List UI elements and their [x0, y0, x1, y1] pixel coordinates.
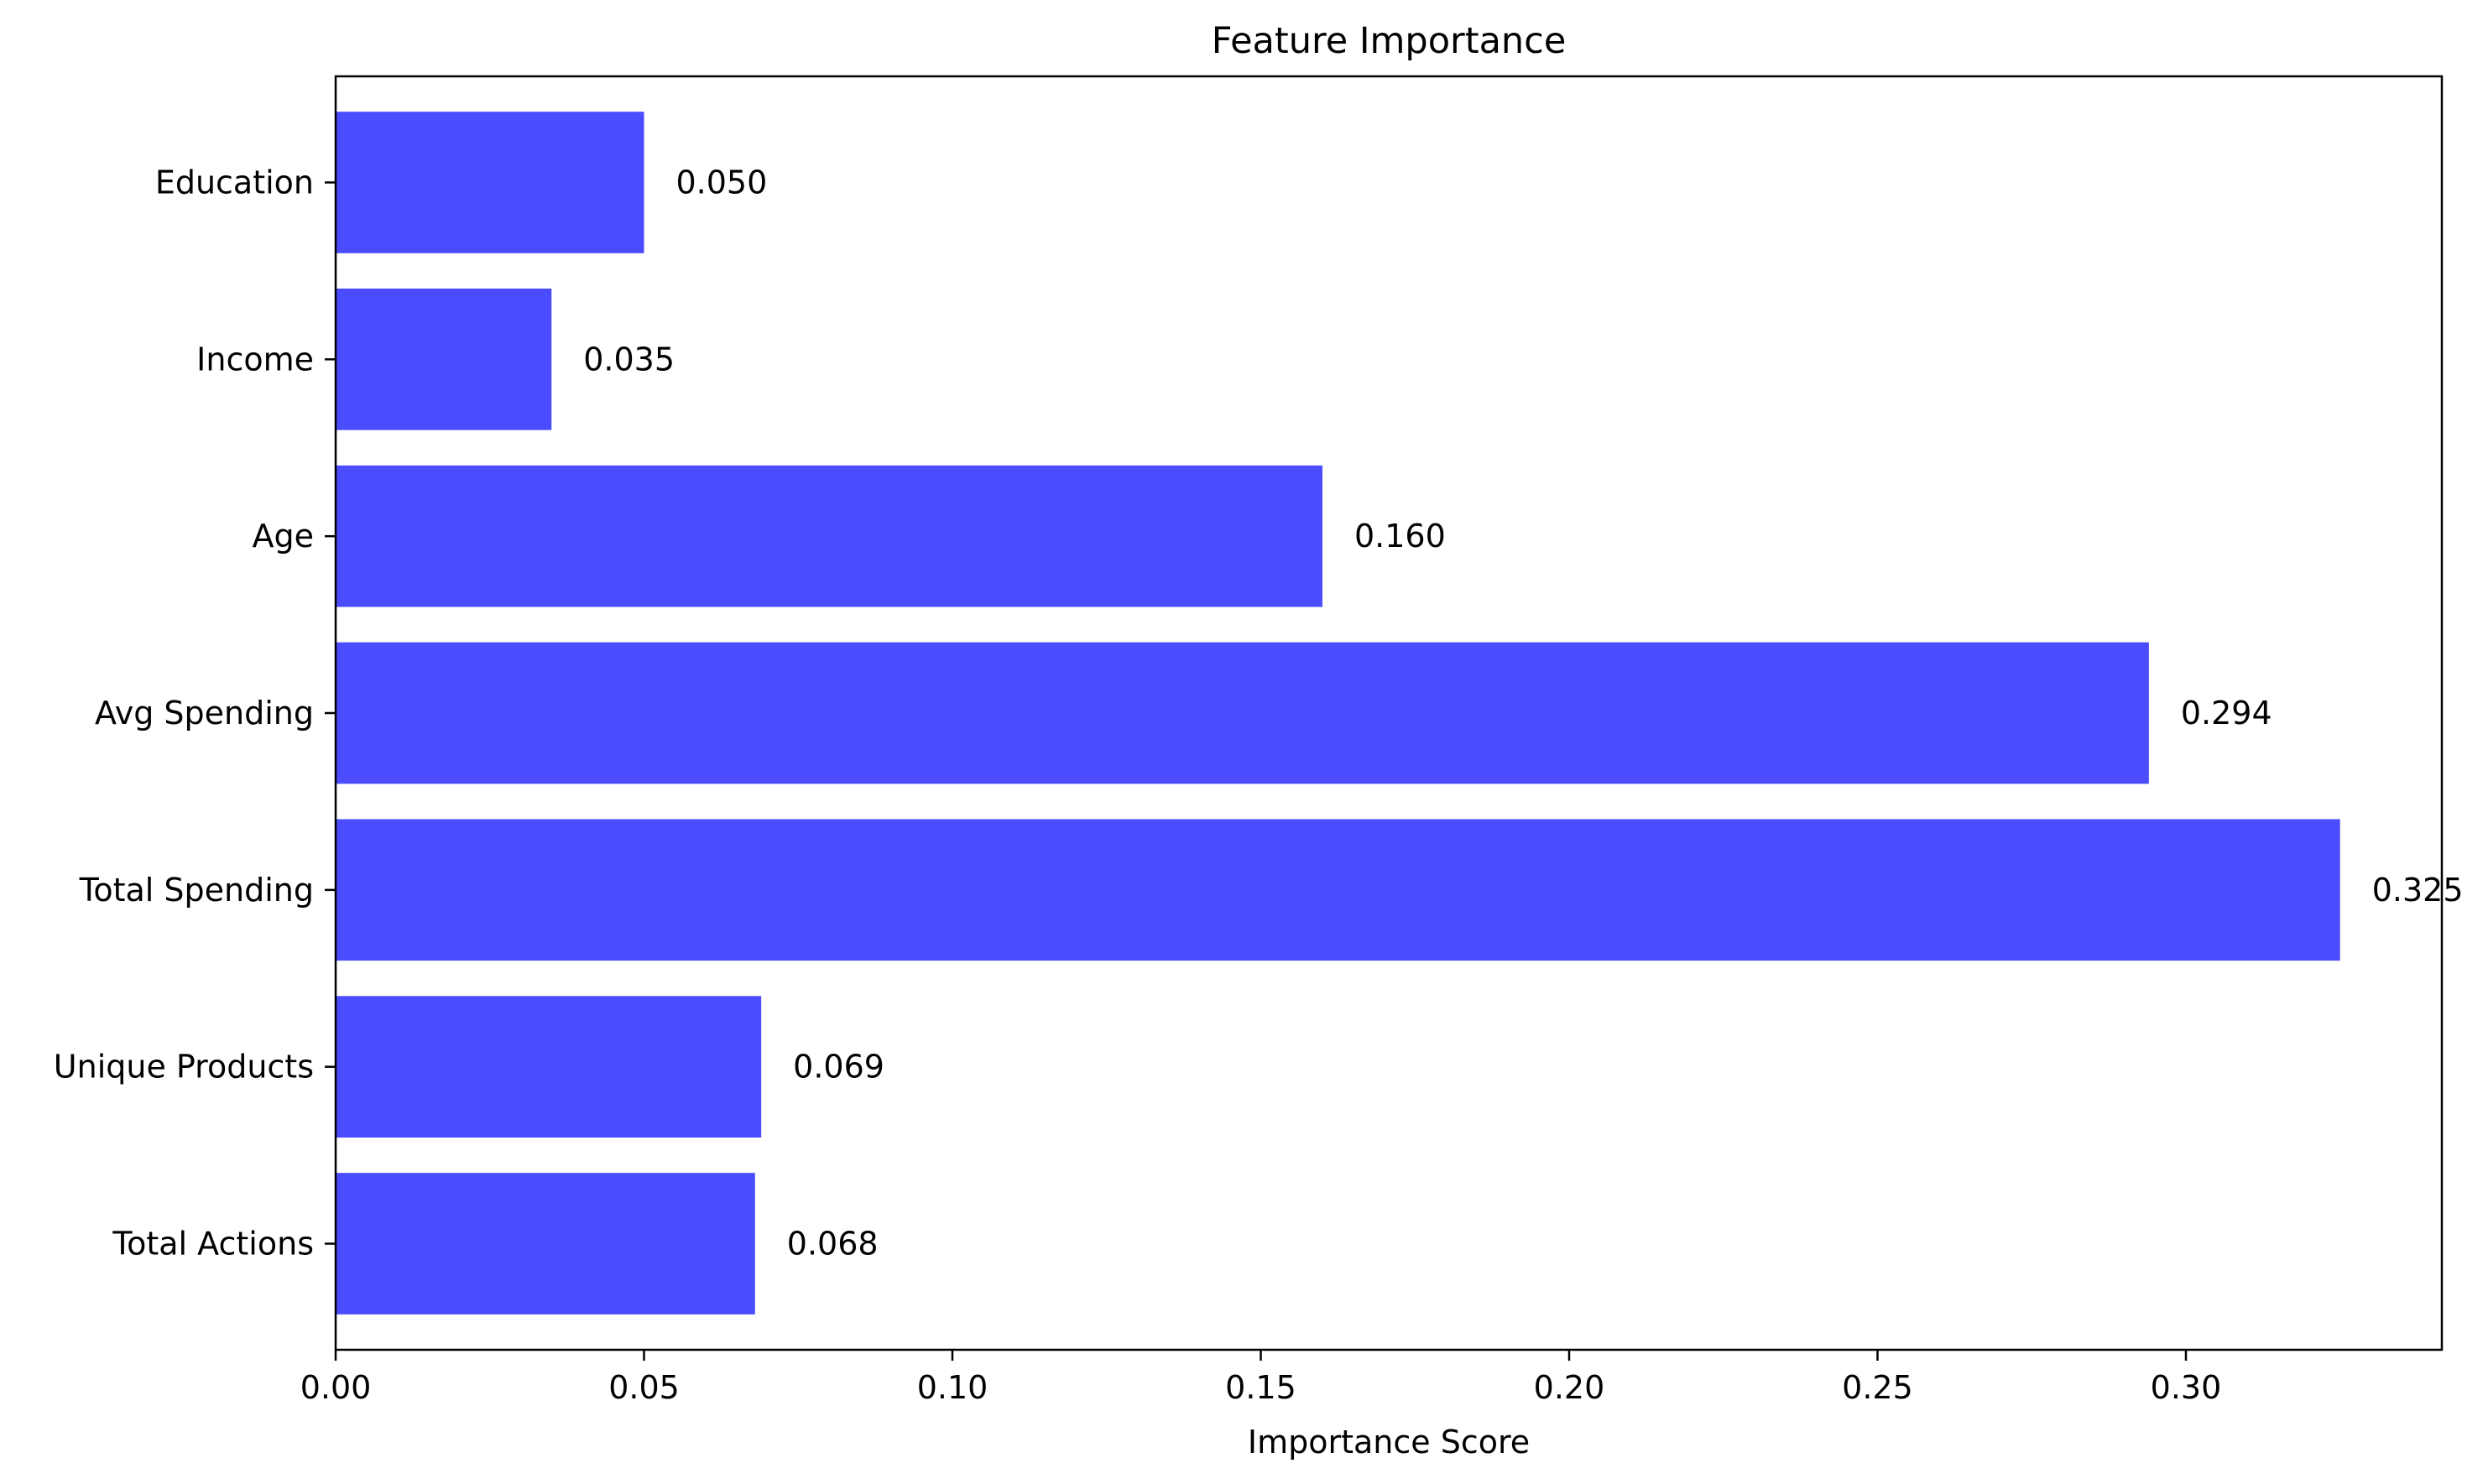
bar [336, 642, 2149, 784]
x-tick-label: 0.30 [2151, 1369, 2222, 1406]
bar [336, 112, 644, 253]
bar [336, 996, 762, 1138]
x-tick-label: 0.10 [917, 1369, 988, 1406]
x-tick-label: 0.00 [300, 1369, 372, 1406]
x-tick-label: 0.20 [1534, 1369, 1605, 1406]
x-axis-ticks: 0.00 0.05 0.10 0.15 0.20 0.25 0.30 [300, 1350, 2222, 1406]
bar-value-label: 0.068 [787, 1226, 879, 1263]
y-tick-label: Income [196, 341, 314, 378]
bar-value-label: 0.294 [2181, 695, 2272, 732]
bars-layer [336, 112, 2340, 1315]
y-axis-ticks: Total Actions Unique Products Total Spendi… [54, 164, 336, 1263]
bar [336, 819, 2340, 961]
bar [336, 289, 552, 430]
y-tick-label: Total Actions [112, 1226, 314, 1263]
bar-value-label: 0.050 [675, 164, 767, 201]
bar-value-label: 0.325 [2372, 872, 2464, 909]
bar-value-label: 0.069 [793, 1049, 884, 1086]
bar [336, 1173, 755, 1315]
bar [336, 465, 1322, 607]
y-tick-label: Unique Products [54, 1049, 314, 1086]
y-tick-label: Total Spending [79, 872, 314, 909]
data-labels-layer: 0.068 0.069 0.325 0.294 0.160 0.035 0.050 [583, 164, 2463, 1263]
x-tick-label: 0.05 [608, 1369, 680, 1406]
y-tick-label: Avg Spending [95, 695, 314, 732]
y-tick-label: Age [253, 518, 315, 555]
chart-title: Feature Importance [1212, 20, 1567, 62]
plot-frame [334, 75, 2444, 1351]
x-axis-label: Importance Score [1248, 1424, 1530, 1461]
x-tick-label: 0.15 [1225, 1369, 1296, 1406]
y-tick-label: Education [155, 164, 314, 201]
bar-value-label: 0.035 [583, 341, 675, 378]
x-tick-label: 0.25 [1842, 1369, 1913, 1406]
bar-value-label: 0.160 [1354, 518, 1446, 555]
